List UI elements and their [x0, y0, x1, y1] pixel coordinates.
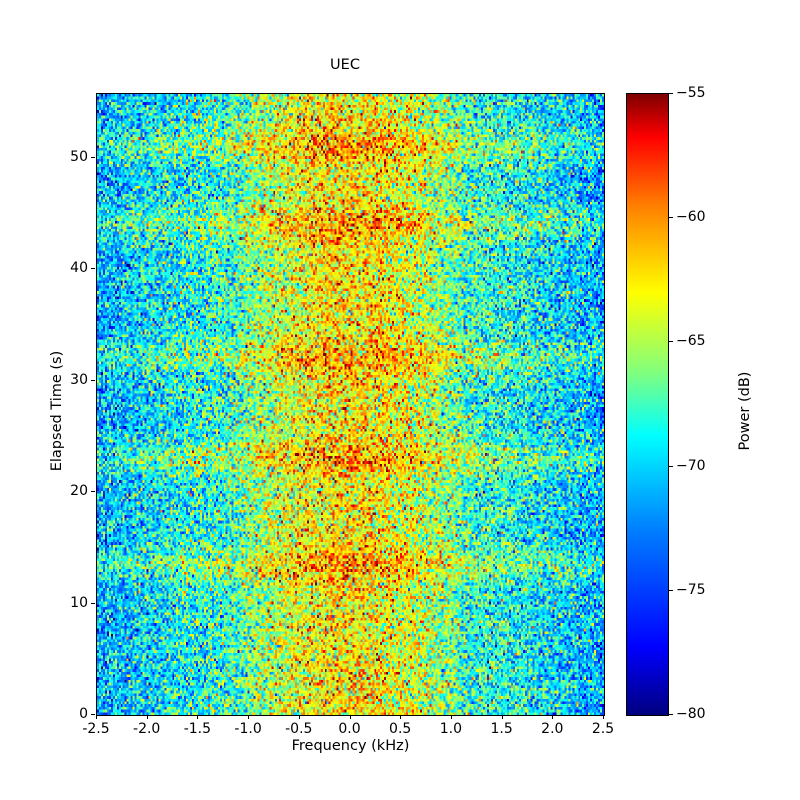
spectrogram-plot-area: [96, 93, 605, 716]
y-tick-label: 0: [79, 706, 88, 722]
x-tick-label: -1.0: [234, 721, 262, 737]
y-tick-mark: [91, 714, 95, 715]
y-tick-label: 30: [70, 371, 88, 388]
x-axis-label: Frequency (kHz): [291, 738, 410, 754]
colorbar-tick-mark: [669, 714, 673, 715]
x-tick-mark: [501, 715, 503, 719]
x-tick-mark: [552, 715, 554, 719]
colorbar-gradient: [627, 94, 668, 715]
colorbar-tick-label: −70: [676, 457, 706, 474]
spectrogram-heatmap: [97, 94, 604, 715]
title-line-name: UEC: [330, 57, 360, 73]
y-tick-label: 20: [70, 483, 88, 500]
y-tick-label: 50: [70, 148, 88, 165]
y-tick-mark: [91, 156, 95, 158]
colorbar-tick-mark: [669, 93, 673, 94]
x-tick-label: 0.0: [338, 721, 361, 737]
y-tick-mark: [91, 379, 95, 381]
x-tick-mark: [400, 715, 402, 719]
x-tick-mark: [146, 715, 148, 719]
y-tick-mark: [91, 491, 95, 493]
colorbar-tick-label: −55: [676, 85, 706, 101]
colorbar-label: Power (dB): [737, 371, 753, 451]
y-tick-mark: [91, 602, 95, 604]
x-tick-mark: [298, 715, 300, 719]
y-axis-label: Elapsed Time (s): [49, 350, 65, 472]
y-tick-mark: [91, 268, 95, 270]
x-tick-mark: [603, 715, 604, 719]
x-tick-mark: [349, 715, 351, 719]
x-tick-label: -1.5: [183, 721, 212, 737]
x-tick-label: 0.5: [389, 721, 412, 737]
x-tick-label: 1.0: [439, 721, 463, 737]
colorbar: [626, 93, 669, 716]
x-tick-label: -0.5: [285, 721, 313, 737]
colorbar-tick-label: −80: [676, 706, 706, 722]
colorbar-tick-mark: [669, 465, 673, 467]
y-tick-label: 10: [70, 594, 88, 611]
x-tick-mark: [450, 715, 452, 719]
colorbar-tick-mark: [669, 589, 673, 591]
colorbar-tick-label: −65: [676, 333, 706, 350]
x-tick-label: 2.5: [591, 721, 615, 737]
colorbar-tick-mark: [669, 217, 673, 219]
y-tick-label: 40: [70, 260, 88, 277]
colorbar-tick-mark: [669, 341, 673, 343]
x-tick-label: 1.5: [490, 721, 513, 737]
x-tick-mark: [197, 715, 199, 719]
x-tick-label: -2.5: [82, 721, 110, 737]
x-tick-mark: [248, 715, 250, 719]
colorbar-tick-label: −60: [676, 209, 706, 226]
colorbar-tick-label: −75: [676, 581, 706, 598]
x-tick-label: 2.0: [541, 721, 564, 737]
x-tick-mark: [96, 715, 97, 719]
x-tick-label: -2.0: [133, 721, 161, 737]
